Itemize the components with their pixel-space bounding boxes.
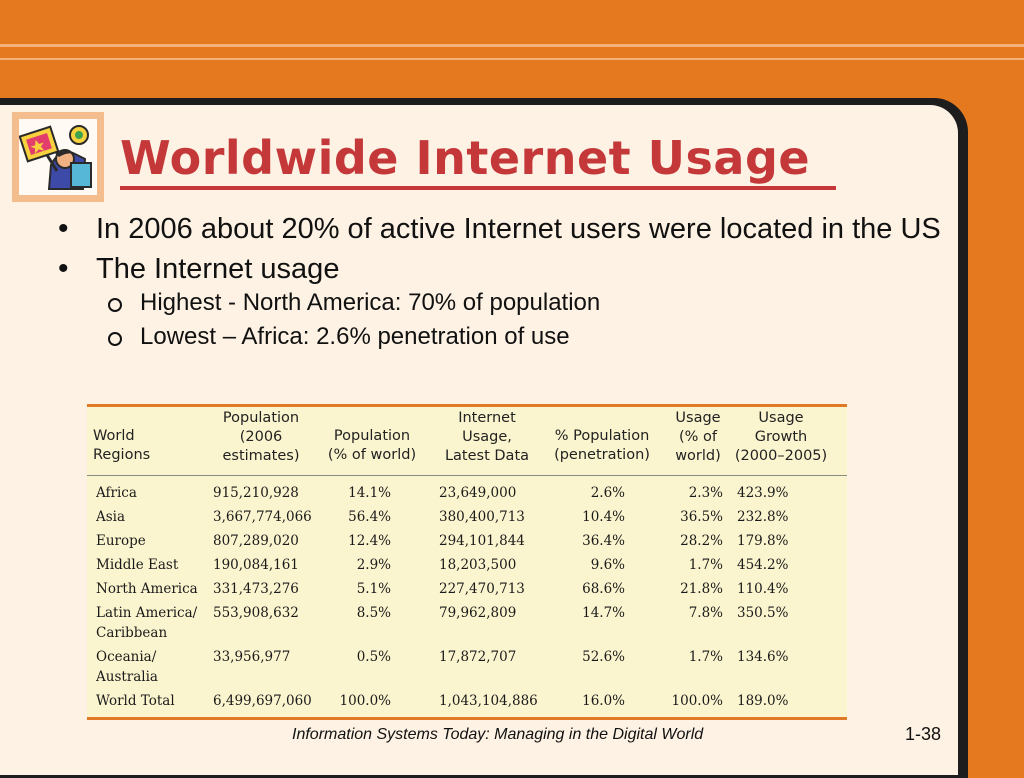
bullet-dot-icon: • xyxy=(58,252,69,285)
table-cell: 33,956,977 xyxy=(213,649,291,665)
table-cell: 36.4% xyxy=(582,533,625,549)
table-cell: 2.6% xyxy=(590,485,625,501)
table-cell: 9.6% xyxy=(590,557,625,573)
table-header-cell: Population (% of world) xyxy=(327,428,417,463)
ring-bullet-icon xyxy=(108,332,122,346)
table-cell: 8.5% xyxy=(356,605,391,621)
sub-bullet-text: Lowest – Africa: 2.6% penetration of use xyxy=(140,323,570,350)
table-cell: 2.9% xyxy=(356,557,391,573)
table-cell: 134.6% xyxy=(737,649,789,665)
table-header: World Regions Population (2006 estimates)… xyxy=(87,407,847,476)
table-cell: 36.5% xyxy=(680,509,723,525)
sub-bullet-item: Lowest – Africa: 2.6% penetration of use xyxy=(58,320,958,354)
table-region-cell: Middle East xyxy=(96,557,179,573)
table-header-cell: World Regions xyxy=(93,428,151,463)
table-header-cell: Usage (% of world) xyxy=(675,410,721,464)
bullet-item: • The Internet usage xyxy=(58,252,958,286)
table-cell: 100.0% xyxy=(339,693,391,709)
computer-user-clipart-icon xyxy=(19,119,97,195)
table-cell: 179.8% xyxy=(737,533,789,549)
table-cell: 17,872,707 xyxy=(439,649,517,665)
table-header-cell: Population (2006 estimates) xyxy=(222,410,300,464)
table-cell: 14.1% xyxy=(348,485,391,501)
table-cell: 190,084,161 xyxy=(213,557,299,573)
sub-bullet-text: Highest - North America: 70% of populati… xyxy=(140,289,601,316)
page-number: 1-38 xyxy=(905,724,942,744)
table-cell: 7.8% xyxy=(688,605,723,621)
table-region-cell: Africa xyxy=(96,485,137,501)
table-cell: 56.4% xyxy=(348,509,391,525)
internet-usage-table: World Regions Population (2006 estimates)… xyxy=(87,404,847,720)
table-region-cell: Europe xyxy=(96,533,146,549)
bullet-text: The Internet usage xyxy=(96,253,340,285)
table-cell: 232.8% xyxy=(737,509,789,525)
table-header-cell: Usage Growth (2000–2005) xyxy=(734,410,828,464)
table-cell: 553,908,632 xyxy=(213,605,299,621)
table-header-cell: Internet Usage, Latest Data xyxy=(444,410,530,464)
slide-title: Worldwide Internet Usage xyxy=(120,131,811,185)
table-cell: 1.7% xyxy=(688,649,723,665)
table-region-cell: World Total xyxy=(96,693,175,709)
bullet-list: • In 2006 about 20% of active Internet u… xyxy=(58,212,958,354)
table-cell: 915,210,928 xyxy=(213,485,299,501)
ring-bullet-icon xyxy=(108,298,122,312)
table-region-cell: Asia xyxy=(96,509,126,525)
header-stripe-thin xyxy=(0,58,1024,60)
bullet-text: In 2006 about 20% of active Internet use… xyxy=(96,213,941,245)
table-cell: 350.5% xyxy=(737,605,789,621)
table-cell: 16.0% xyxy=(582,693,625,709)
table-region-cell: Latin America/ Caribbean xyxy=(96,605,198,641)
table-cell: 79,962,809 xyxy=(439,605,517,621)
table-cell: 423.9% xyxy=(737,485,789,501)
slide-logo xyxy=(12,112,104,202)
table-region-cell: North America xyxy=(96,581,198,597)
table-cell: 5.1% xyxy=(356,581,391,597)
table-cell: 28.2% xyxy=(680,533,723,549)
table-cell: 380,400,713 xyxy=(439,509,525,525)
bullet-dot-icon: • xyxy=(58,212,69,245)
table-cell: 110.4% xyxy=(737,581,789,597)
table-cell: 1,043,104,886 xyxy=(439,693,538,709)
footer-text: Information Systems Today: Managing in t… xyxy=(292,726,704,743)
table-cell: 23,649,000 xyxy=(439,485,517,501)
table-cell: 227,470,713 xyxy=(439,581,525,597)
table-header-cell: % Population (penetration) xyxy=(554,428,650,463)
table-region-cell: Oceania/ Australia xyxy=(96,649,158,685)
sub-bullet-item: Highest - North America: 70% of populati… xyxy=(58,286,958,320)
table-cell: 52.6% xyxy=(582,649,625,665)
table-cell: 189.0% xyxy=(737,693,789,709)
title-underline xyxy=(120,186,836,190)
table-cell: 331,473,276 xyxy=(213,581,299,597)
table-cell: 2.3% xyxy=(688,485,723,501)
table-cell: 18,203,500 xyxy=(439,557,517,573)
table-cell: 12.4% xyxy=(348,533,391,549)
table-cell: 6,499,697,060 xyxy=(213,693,312,709)
table-cell: 0.5% xyxy=(356,649,391,665)
table-cell: 10.4% xyxy=(582,509,625,525)
table-cell: 100.0% xyxy=(671,693,723,709)
table-cell: 1.7% xyxy=(688,557,723,573)
table-cell: 807,289,020 xyxy=(213,533,299,549)
table-cell: 14.7% xyxy=(582,605,625,621)
table-cell: 454.2% xyxy=(737,557,789,573)
bullet-item: • In 2006 about 20% of active Internet u… xyxy=(58,212,958,246)
table-cell: 21.8% xyxy=(680,581,723,597)
table-cell: 68.6% xyxy=(582,581,625,597)
header-stripe xyxy=(0,44,1024,47)
table-cell: 294,101,844 xyxy=(439,533,525,549)
table-cell: 3,667,774,066 xyxy=(213,509,312,525)
